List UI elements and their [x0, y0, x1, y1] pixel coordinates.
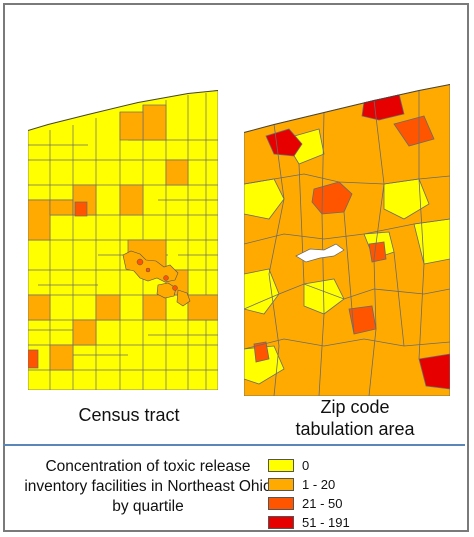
lake-feature — [295, 243, 345, 263]
zip-boundaries — [244, 90, 450, 396]
zip-code-map — [244, 84, 450, 396]
legend: 0 1 - 20 21 - 50 51 - 191 — [268, 456, 388, 532]
legend-swatch-0 — [268, 459, 294, 472]
legend-item: 51 - 191 — [268, 513, 388, 532]
census-tracts-21-50 — [28, 201, 88, 369]
legend-label: 1 - 20 — [302, 477, 336, 492]
legend-label: 21 - 50 — [302, 496, 343, 511]
legend-label: 0 — [302, 458, 310, 473]
legend-swatch-21-50 — [268, 497, 294, 510]
census-tract-label: Census tract — [78, 405, 180, 425]
legend-item: 0 — [268, 456, 388, 475]
census-shoreline — [28, 90, 218, 131]
zip-areas-21-50 — [253, 115, 435, 363]
census-urban-hotspots — [136, 258, 178, 291]
legend-item: 21 - 50 — [268, 494, 388, 513]
legend-item: 1 - 20 — [268, 475, 388, 494]
legend-title: Concentration of toxic release inventory… — [24, 458, 272, 515]
zip-code-label: Zip code tabulation area — [295, 397, 415, 439]
legend-label: 51 - 191 — [302, 515, 350, 530]
legend-swatch-1-20 — [268, 478, 294, 491]
section-divider — [3, 444, 465, 446]
legend-swatch-51-191 — [268, 516, 294, 529]
census-urban-cluster — [122, 250, 191, 307]
census-tract-map — [28, 90, 218, 390]
